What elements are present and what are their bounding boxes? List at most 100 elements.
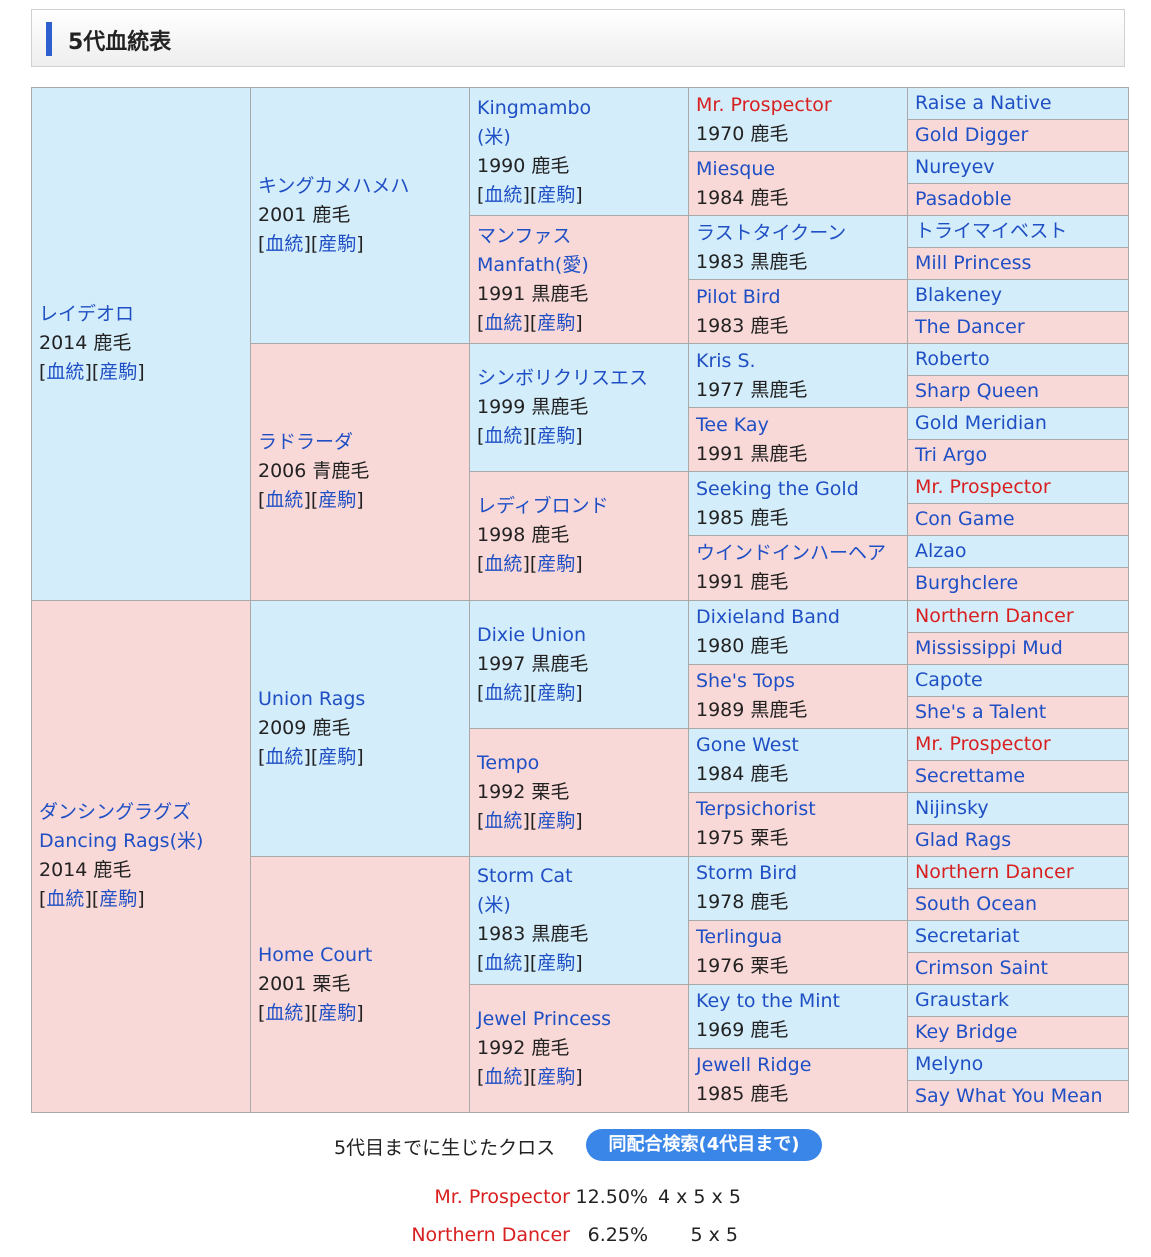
horse-name-link[interactable]: Nijinsky: [915, 796, 989, 819]
pedigree-link[interactable]: 血統: [265, 233, 304, 256]
horse-name-link[interactable]: ウインドインハーヘア: [696, 541, 887, 564]
horse-alt-name-link[interactable]: (米): [477, 894, 511, 917]
horse-name-link[interactable]: シンボリクリスエス: [477, 367, 649, 390]
horse-name-link[interactable]: Storm Cat: [477, 865, 573, 888]
offspring-link[interactable]: 産駒: [537, 809, 576, 832]
horse-name-link[interactable]: Union Rags: [258, 687, 366, 710]
horse-name-link[interactable]: Capote: [915, 668, 983, 691]
horse-name-link[interactable]: Gold Digger: [915, 124, 1029, 147]
horse-name-link[interactable]: レイデオロ: [39, 303, 135, 326]
pedigree-link[interactable]: 血統: [484, 681, 523, 704]
horse-name-link[interactable]: Northern Dancer: [915, 604, 1074, 627]
horse-name-link[interactable]: She's Tops: [696, 670, 795, 693]
horse-name-link[interactable]: Secrettame: [915, 764, 1026, 787]
pedigree-link[interactable]: 血統: [484, 1065, 523, 1088]
horse-name-link[interactable]: Jewel Princess: [477, 1007, 612, 1030]
horse-name-link[interactable]: ラストタイクーン: [696, 221, 847, 244]
pedigree-link[interactable]: 血統: [484, 425, 523, 448]
horse-name-link[interactable]: キングカメハメハ: [258, 175, 410, 198]
horse-name-link[interactable]: Miesque: [696, 157, 776, 180]
horse-name-link[interactable]: Tempo: [477, 751, 540, 774]
horse-alt-name-link[interactable]: (米): [477, 125, 511, 148]
pedigree-link[interactable]: 血統: [484, 952, 523, 975]
horse-name-link[interactable]: トライマイベスト: [915, 220, 1068, 243]
offspring-link[interactable]: 産駒: [537, 311, 576, 334]
horse-name-link[interactable]: South Ocean: [915, 892, 1038, 915]
offspring-link[interactable]: 産駒: [537, 952, 576, 975]
offspring-link[interactable]: 産駒: [537, 553, 576, 576]
horse-name-link[interactable]: Mill Princess: [915, 252, 1032, 275]
horse-cell-gen4: Key to the Mint 1969 鹿毛: [688, 983, 908, 1049]
horse-name-link[interactable]: Key to the Mint: [696, 990, 840, 1013]
horse-name-link[interactable]: レディブロンド: [477, 495, 609, 518]
horse-name-link[interactable]: Gold Meridian: [915, 412, 1047, 435]
pedigree-link[interactable]: 血統: [46, 361, 85, 384]
horse-name-link[interactable]: Mr. Prospector: [915, 476, 1051, 499]
horse-name-link[interactable]: Kingmambo: [477, 96, 592, 119]
horse-name-link[interactable]: Northern Dancer: [915, 860, 1074, 883]
same-mating-search-button[interactable]: 同配合検索(4代目まで): [586, 1129, 822, 1161]
horse-name-link[interactable]: Terpsichorist: [696, 798, 816, 821]
pedigree-link[interactable]: 血統: [484, 809, 523, 832]
horse-name-link[interactable]: She's a Talent: [915, 700, 1047, 723]
horse-name-link[interactable]: The Dancer: [915, 316, 1025, 339]
horse-name-link[interactable]: Con Game: [915, 508, 1015, 531]
horse-name-link[interactable]: Secretariat: [915, 924, 1020, 947]
offspring-link[interactable]: 産駒: [318, 1001, 357, 1024]
horse-name-link[interactable]: Storm Bird: [696, 862, 798, 885]
pedigree-link[interactable]: 血統: [265, 1001, 304, 1024]
offspring-link[interactable]: 産駒: [537, 681, 576, 704]
offspring-link[interactable]: 産駒: [318, 233, 357, 256]
horse-name-link[interactable]: Glad Rags: [915, 828, 1012, 851]
horse-name-link[interactable]: マンファス: [477, 224, 572, 247]
horse-name-link[interactable]: ラドラーダ: [258, 431, 354, 454]
horse-name-link[interactable]: Say What You Mean: [915, 1084, 1103, 1107]
offspring-link[interactable]: 産駒: [318, 745, 357, 768]
horse-name-link[interactable]: Melyno: [915, 1052, 984, 1075]
horse-name-link[interactable]: Key Bridge: [915, 1020, 1018, 1043]
horse-cell-gen2: ラドラーダ 2006 青鹿毛 [血統][産駒]: [250, 343, 470, 601]
horse-alt-name-link[interactable]: Manfath(愛): [477, 253, 589, 276]
offspring-link[interactable]: 産駒: [99, 361, 138, 384]
horse-name-link[interactable]: Dixieland Band: [696, 606, 840, 629]
horse-name-link[interactable]: ダンシングラグズ: [39, 801, 192, 824]
horse-name-link[interactable]: Gone West: [696, 734, 799, 757]
horse-name-link[interactable]: Jewell Ridge: [696, 1054, 812, 1077]
horse-alt-name-link[interactable]: Dancing Rags(米): [39, 830, 204, 853]
cross-horse-name[interactable]: Northern Dancer: [411, 1224, 570, 1246]
offspring-link[interactable]: 産駒: [318, 489, 357, 512]
horse-name-link[interactable]: Home Court: [258, 943, 373, 966]
horse-name-link[interactable]: Terlingua: [696, 926, 783, 949]
horse-name-link[interactable]: Raise a Native: [915, 92, 1052, 115]
horse-name-link[interactable]: Dixie Union: [477, 623, 587, 646]
bracket: [: [258, 1001, 266, 1024]
horse-name-link[interactable]: Mississippi Mud: [915, 636, 1063, 659]
horse-name-link[interactable]: Seeking the Gold: [696, 477, 859, 500]
pedigree-link[interactable]: 血統: [484, 183, 523, 206]
horse-name-link[interactable]: Burghclere: [915, 572, 1019, 595]
horse-name-link[interactable]: Mr. Prospector: [696, 93, 832, 116]
horse-name-link[interactable]: Tri Argo: [915, 444, 988, 467]
horse-name-link[interactable]: Mr. Prospector: [915, 732, 1051, 755]
pedigree-link[interactable]: 血統: [484, 311, 523, 334]
offspring-link[interactable]: 産駒: [537, 425, 576, 448]
pedigree-link[interactable]: 血統: [484, 553, 523, 576]
horse-name-link[interactable]: Pasadoble: [915, 188, 1012, 211]
cross-horse-name[interactable]: Mr. Prospector: [434, 1186, 570, 1208]
offspring-link[interactable]: 産駒: [99, 888, 138, 911]
horse-name-link[interactable]: Tee Kay: [696, 413, 769, 436]
horse-name-link[interactable]: Pilot Bird: [696, 285, 781, 308]
offspring-link[interactable]: 産駒: [537, 1065, 576, 1088]
horse-name-link[interactable]: Nureyev: [915, 156, 995, 179]
offspring-link[interactable]: 産駒: [537, 183, 576, 206]
horse-name-link[interactable]: Crimson Saint: [915, 956, 1048, 979]
pedigree-link[interactable]: 血統: [46, 888, 85, 911]
pedigree-link[interactable]: 血統: [265, 489, 304, 512]
horse-name-link[interactable]: Sharp Queen: [915, 380, 1040, 403]
horse-name-link[interactable]: Graustark: [915, 988, 1010, 1011]
pedigree-link[interactable]: 血統: [265, 745, 304, 768]
horse-name-link[interactable]: Roberto: [915, 348, 990, 371]
horse-name-link[interactable]: Kris S.: [696, 349, 756, 372]
horse-name-link[interactable]: Alzao: [915, 540, 967, 563]
horse-name-link[interactable]: Blakeney: [915, 284, 1002, 307]
